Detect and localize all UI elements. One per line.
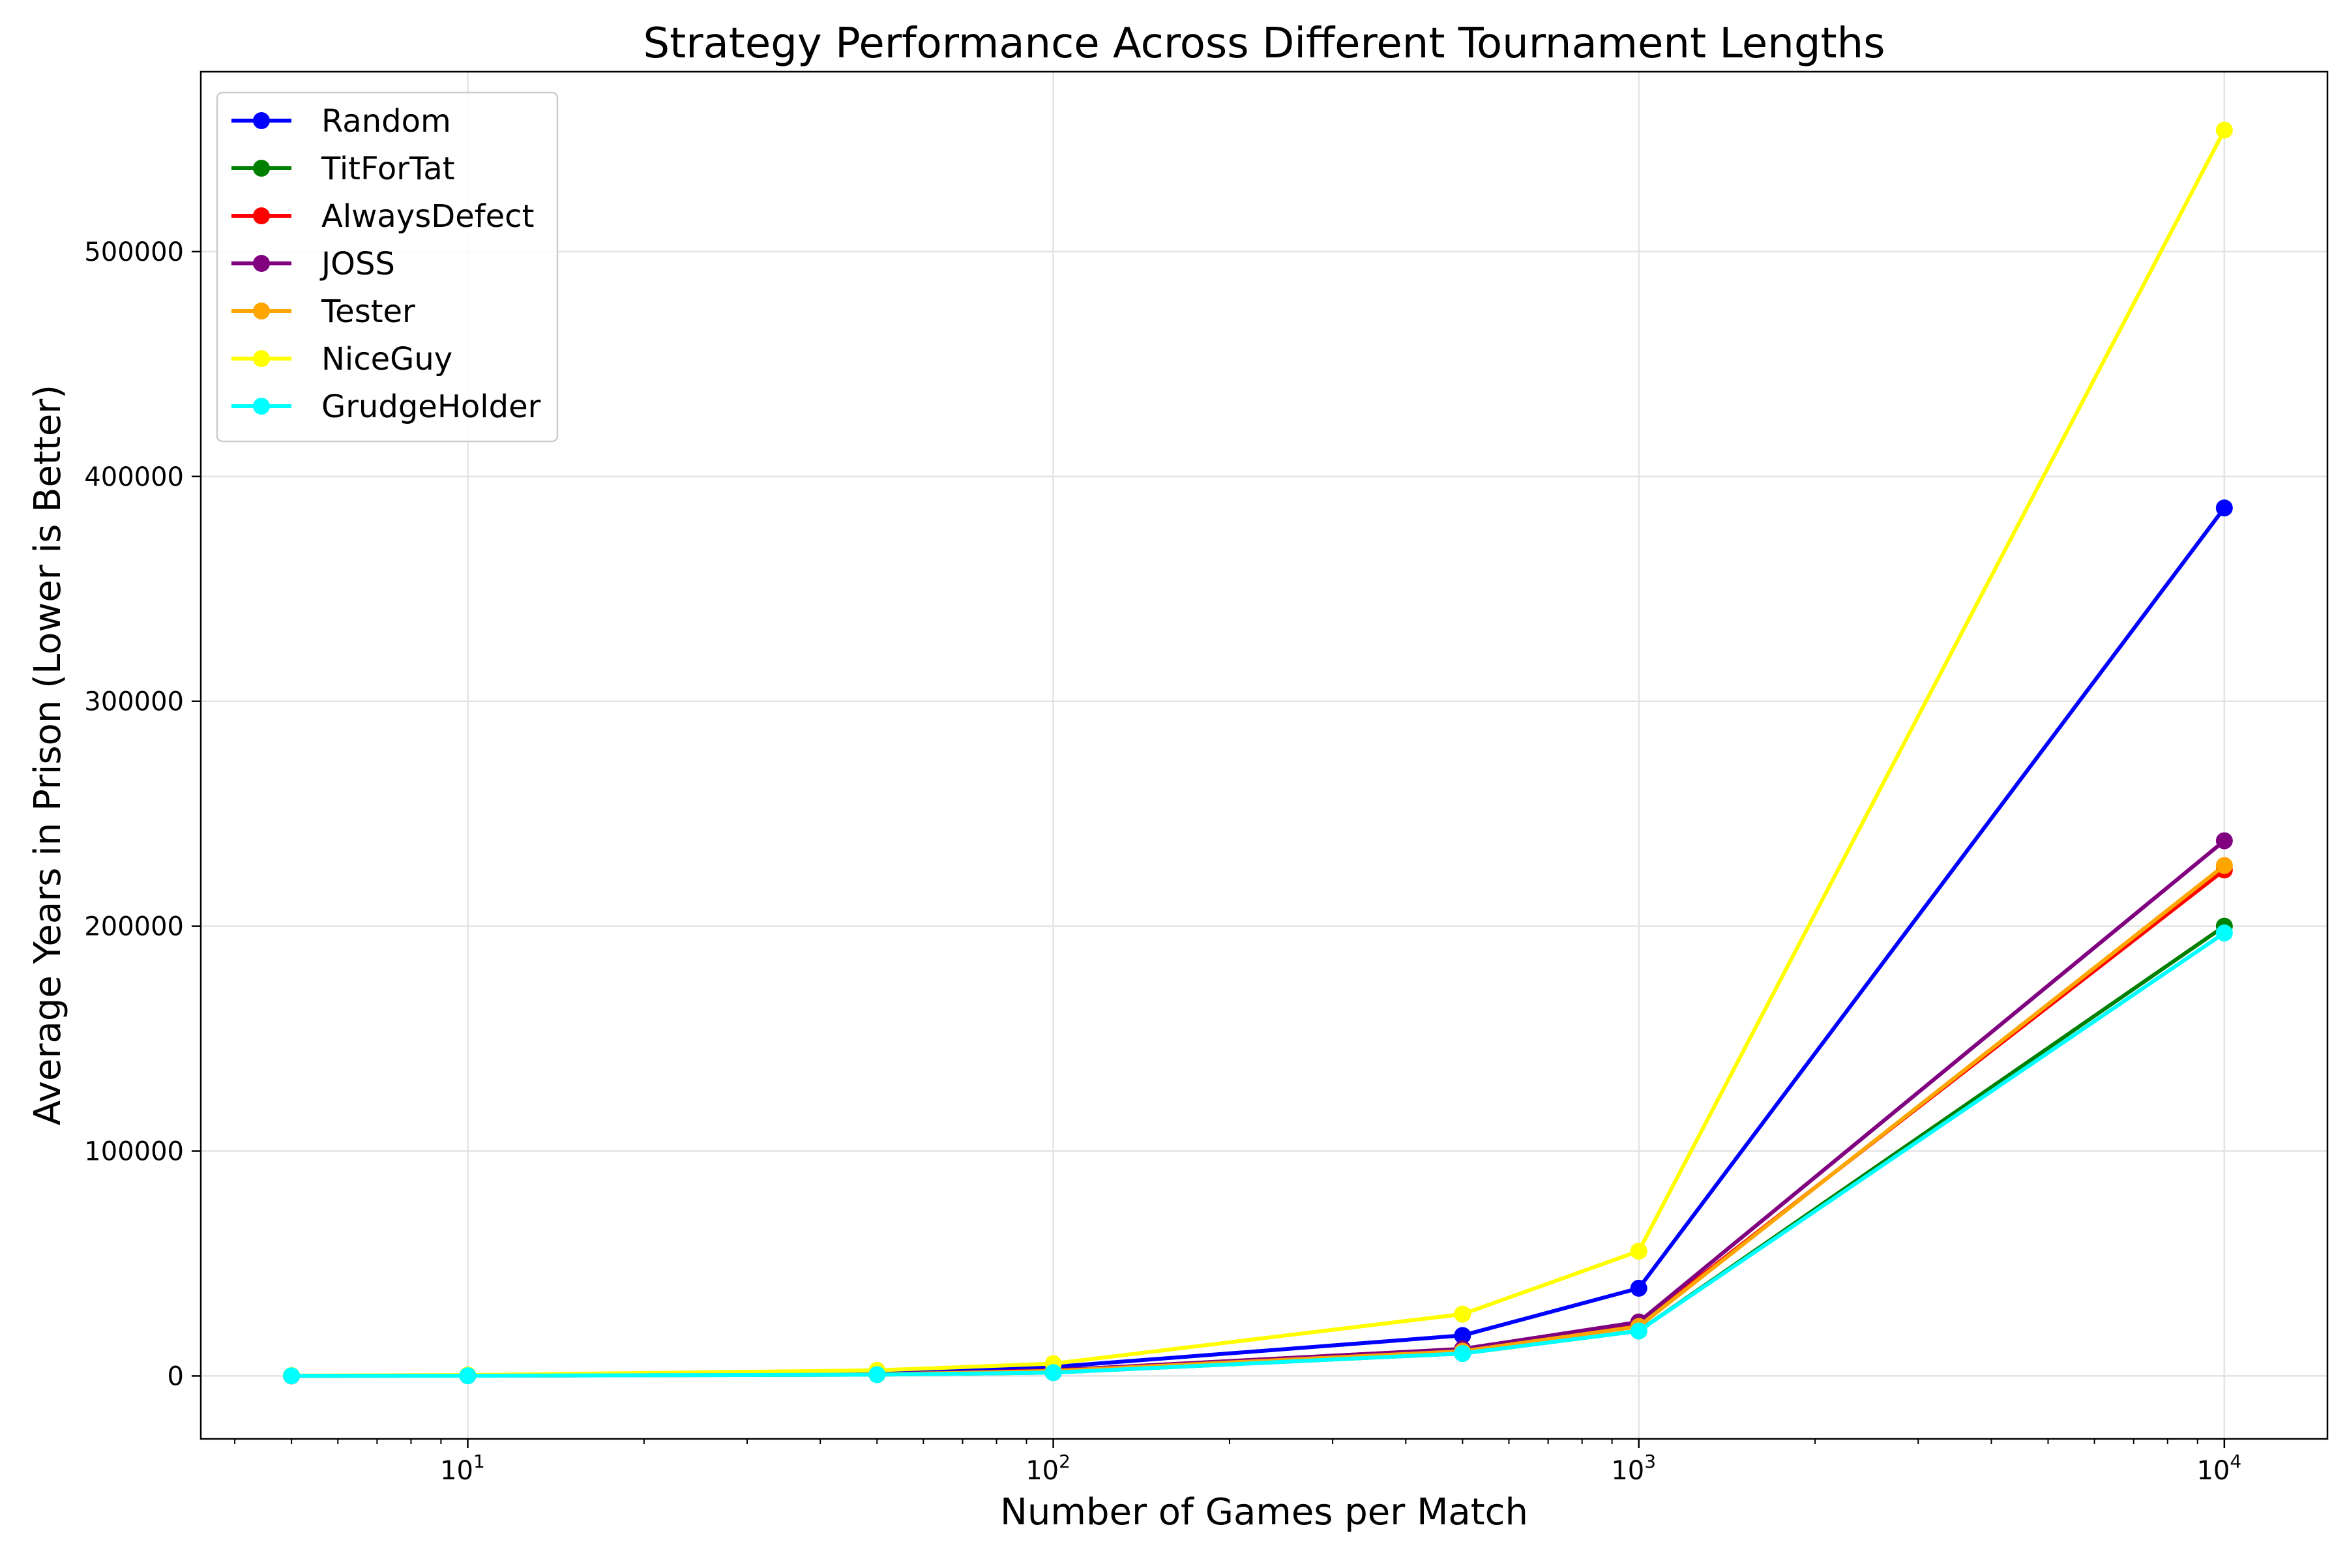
data-point <box>1454 1344 1471 1362</box>
legend-swatch-marker <box>253 350 270 367</box>
data-point <box>1630 1322 1647 1340</box>
series-grudgeholder <box>283 924 2233 1385</box>
legend-label: NiceGuy <box>321 341 452 377</box>
y-tick-label: 400000 <box>84 462 184 492</box>
grid <box>201 72 2327 1439</box>
data-point <box>1454 1305 1471 1323</box>
series-lines <box>283 121 2233 1385</box>
data-point <box>459 1367 477 1385</box>
data-point <box>2215 499 2233 517</box>
data-point <box>2215 832 2233 850</box>
legend-swatch-marker <box>253 207 270 224</box>
y-tick-label: 0 <box>168 1361 184 1391</box>
data-point <box>2215 121 2233 139</box>
legend-label: AlwaysDefect <box>321 198 534 235</box>
legend-label: JOSS <box>319 246 395 282</box>
plot-area-frame <box>199 70 2329 1440</box>
legend-label: GrudgeHolder <box>321 389 541 425</box>
chart-title: Strategy Performance Across Different To… <box>643 20 1885 68</box>
legend-swatch-marker <box>253 303 270 319</box>
legend-item: TitForTat <box>231 151 455 187</box>
y-tick-label: 100000 <box>84 1137 184 1167</box>
legend: Random TitForTat AlwaysDefect JOSS Tester Nic… <box>216 91 559 443</box>
legend-item: JOSS <box>231 246 395 282</box>
legend-item: GrudgeHolder <box>231 389 541 425</box>
legend-swatch-marker <box>253 255 270 272</box>
y-tick-label: 200000 <box>84 912 184 942</box>
legend-label: TitForTat <box>321 151 455 187</box>
data-point <box>1044 1364 1062 1382</box>
legend-swatch-marker <box>253 160 270 177</box>
legend-label: Random <box>321 103 451 140</box>
data-point <box>2215 857 2233 874</box>
legend-item: Random <box>231 103 451 140</box>
legend-label: Tester <box>321 293 415 330</box>
data-point <box>1630 1279 1647 1297</box>
x-axis-label: Number of Games per Match <box>1000 1491 1528 1533</box>
y-axis-label: Average Years in Prison (Lower is Better… <box>27 385 69 1125</box>
data-point <box>283 1367 301 1385</box>
legend-swatch-marker <box>253 398 270 415</box>
y-tick-label: 500000 <box>84 237 184 267</box>
data-point <box>1630 1243 1647 1260</box>
legend-box <box>216 91 559 443</box>
legend-item: Tester <box>231 293 415 330</box>
y-tick-label: 300000 <box>84 687 184 717</box>
data-point <box>868 1366 886 1383</box>
legend-item: AlwaysDefect <box>231 198 534 235</box>
legend-item: NiceGuy <box>231 341 452 377</box>
legend-swatch-marker <box>253 112 270 129</box>
data-point <box>1454 1327 1471 1344</box>
data-point <box>2215 924 2233 941</box>
